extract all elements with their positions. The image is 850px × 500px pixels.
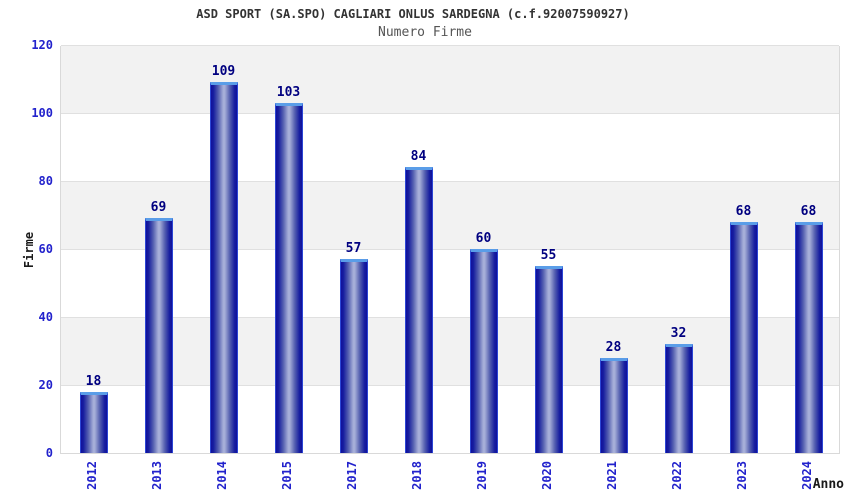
chart-title: ASD SPORT (SA.SPO) CAGLIARI ONLUS SARDEG… [196, 7, 630, 21]
bar-value-label: 32 [670, 326, 687, 342]
bar-value-label: 18 [85, 373, 102, 389]
bar-value-label: 84 [410, 149, 427, 165]
y-tick-label: 20 [38, 378, 53, 392]
x-tick-label: 2012 [84, 461, 99, 490]
x-axis-title: Anno [812, 477, 844, 492]
bar [144, 218, 173, 453]
bar-value-label: 68 [800, 203, 817, 219]
y-tick-label: 0 [45, 446, 53, 460]
bar-value-label: 103 [276, 84, 301, 100]
x-tick-label: 2013 [149, 461, 164, 490]
x-tick-label: 2018 [409, 461, 424, 490]
x-tick-label: 2023 [734, 461, 749, 490]
plot-band [61, 181, 839, 249]
bar-value-label: 60 [475, 231, 492, 246]
bar [794, 221, 823, 453]
x-tick-label: 2021 [604, 461, 619, 490]
bar [404, 167, 433, 453]
bar-value-label: 68 [735, 203, 752, 219]
plot-band [61, 45, 839, 113]
bar-value-label: 109 [211, 64, 236, 80]
bar-value-label: 28 [605, 339, 622, 355]
bar [729, 221, 758, 453]
y-tick-label: 60 [38, 242, 53, 256]
bar-value-label: 69 [150, 200, 167, 216]
y-tick-label: 120 [31, 38, 53, 52]
x-tick-label: 2015 [279, 461, 294, 490]
x-tick-label: 2014 [214, 461, 229, 490]
bar [79, 391, 108, 453]
bar-value-label: 57 [345, 241, 362, 257]
bar [534, 266, 563, 453]
x-tick-label: 2017 [344, 461, 359, 490]
x-tick-label: 2019 [474, 461, 489, 490]
y-axis-title: Firme [22, 231, 36, 269]
gridline [61, 45, 839, 46]
gridline [61, 113, 839, 114]
bar [209, 82, 238, 453]
y-tick-label: 100 [31, 106, 53, 120]
bar-value-label: 55 [540, 248, 557, 263]
y-tick-label: 80 [38, 174, 53, 188]
chart-subtitle: Numero Firme [378, 25, 472, 40]
gridline [61, 249, 839, 250]
x-tick-label: 2022 [669, 461, 684, 490]
gridline [61, 385, 839, 386]
bar [599, 357, 628, 453]
bar [469, 249, 498, 453]
x-tick-label: 2020 [539, 461, 554, 490]
plot-band [61, 317, 839, 385]
y-tick-label: 40 [38, 310, 53, 324]
bar [664, 344, 693, 453]
gridline [61, 317, 839, 318]
plot-area: 18 69 109 103 57 84 60 55 28 32 68 68 [60, 45, 840, 454]
bar [339, 259, 368, 453]
x-tick-label: 2024 [799, 461, 814, 490]
bar [274, 102, 303, 453]
gridline [61, 181, 839, 182]
